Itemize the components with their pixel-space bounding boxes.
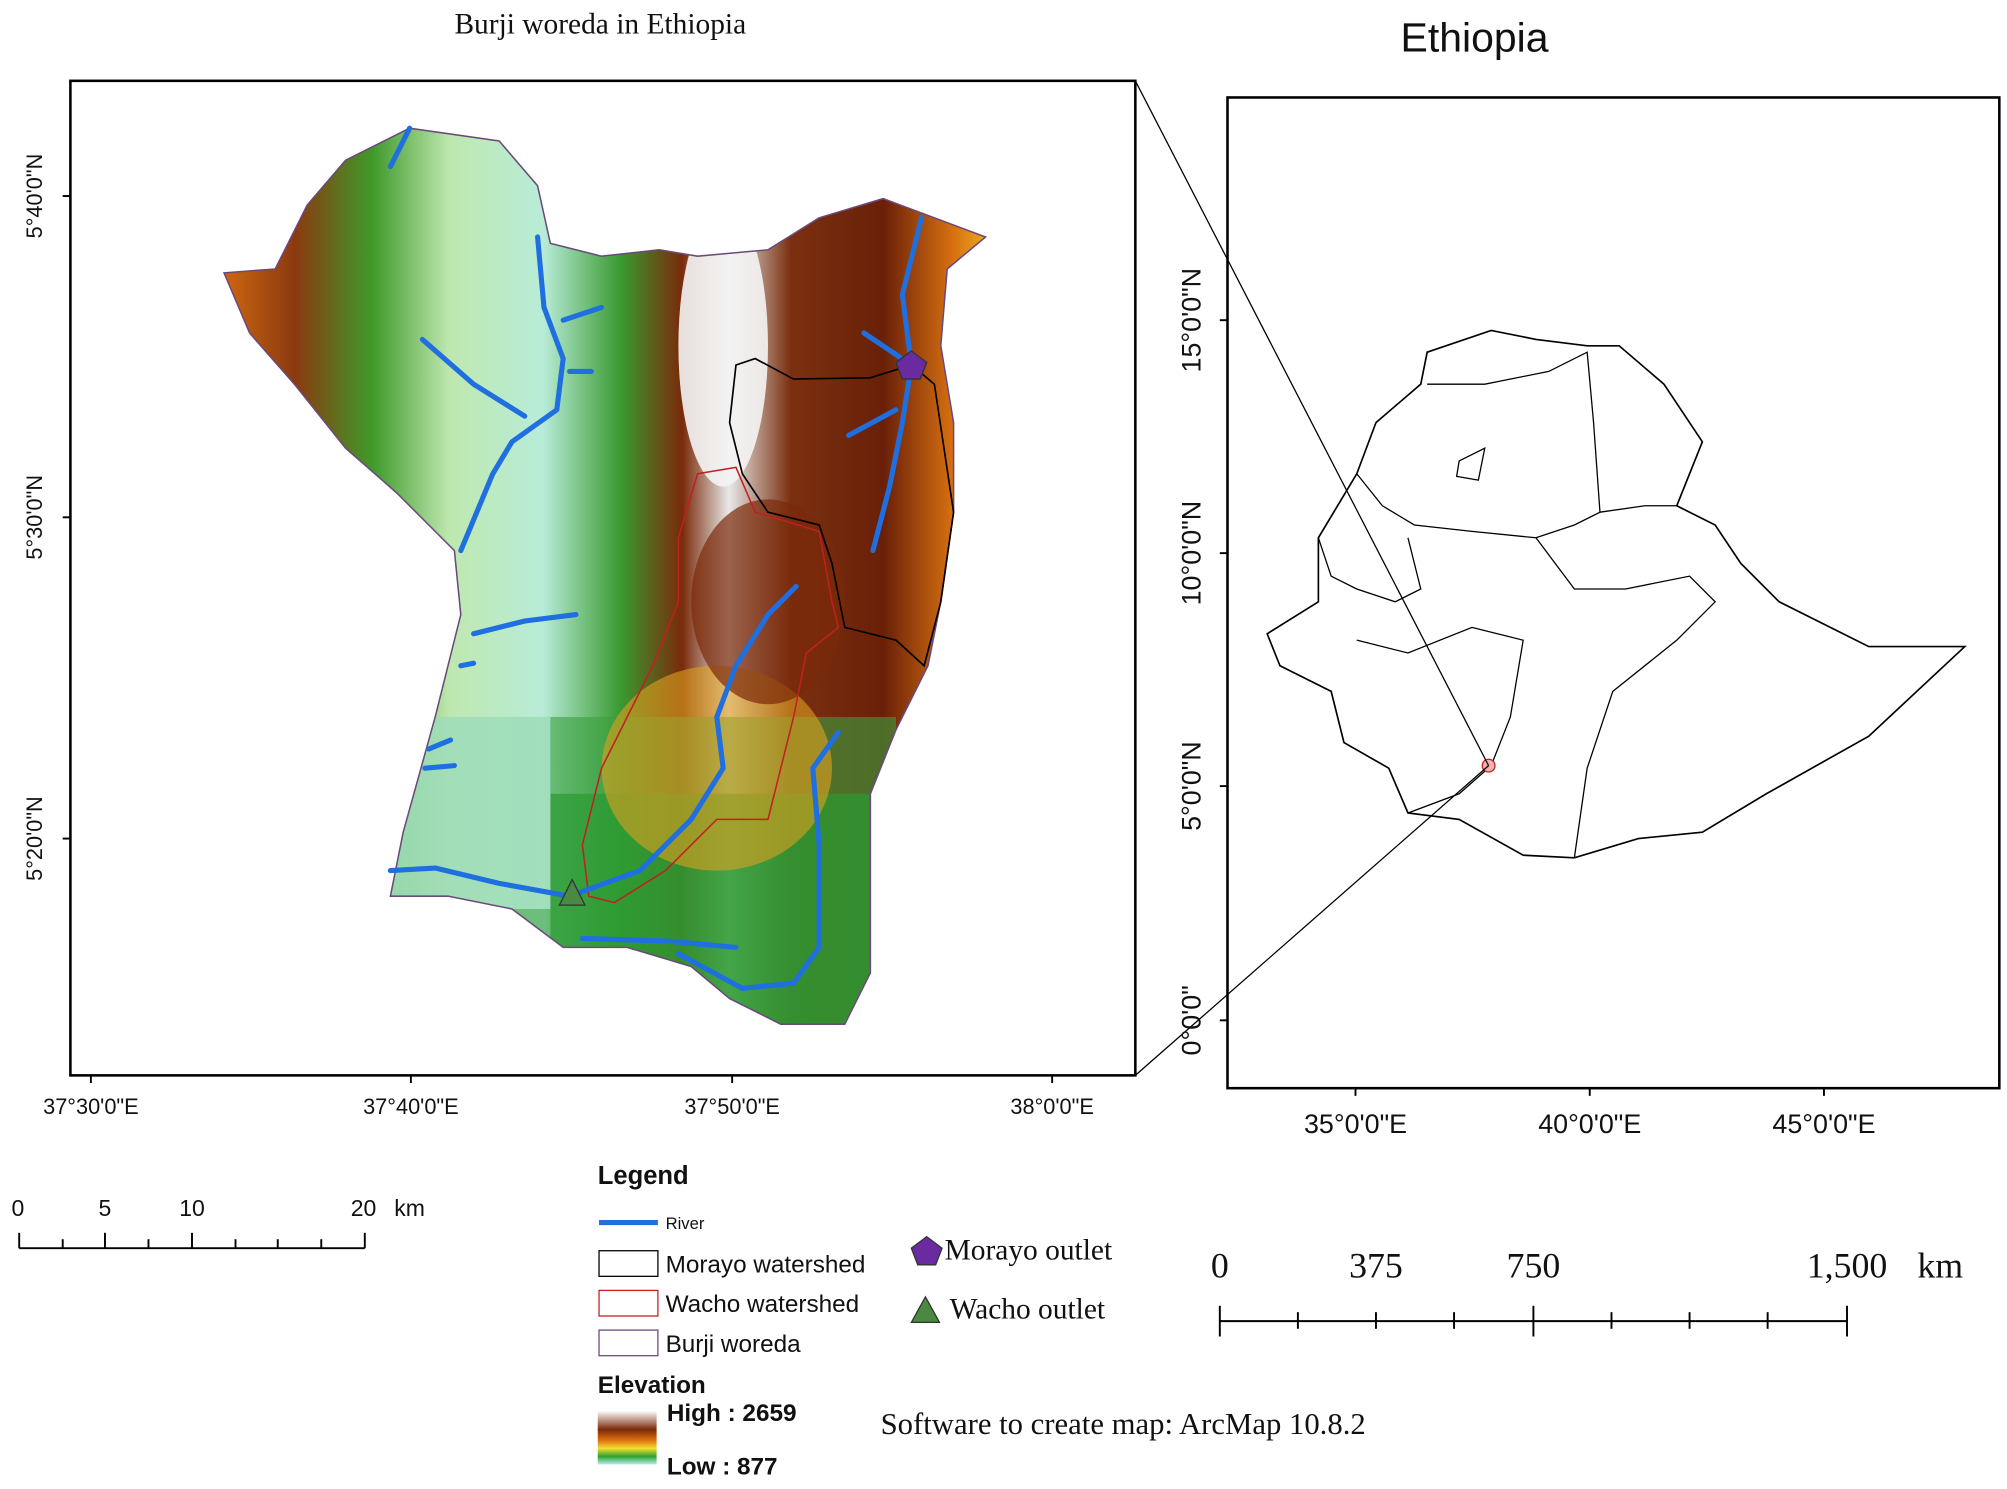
right-axes <box>1219 319 1825 1096</box>
lat-label: 0°0'0" <box>1177 985 1207 1055</box>
legend-swatch <box>598 1289 659 1317</box>
map-frame <box>1226 96 2001 1090</box>
lon-label: 45°0'0"E <box>1772 1109 1875 1139</box>
morayo-outlet <box>895 350 928 380</box>
legend-label: High : 2659 <box>667 1400 797 1427</box>
zoom-line <box>1134 80 1490 766</box>
scale-label: 1,500 <box>1807 1246 1888 1286</box>
lat-label: 5°40'0"N <box>22 154 47 239</box>
legend-label: Wacho watershed <box>666 1291 860 1318</box>
legend-label: Elevation <box>598 1372 706 1399</box>
wacho-outlet <box>558 878 586 906</box>
legend-swatch <box>598 1250 659 1277</box>
rivers <box>387 125 925 991</box>
legend-label: Wacho outlet <box>950 1294 1105 1326</box>
legend-title: Legend <box>598 1162 689 1190</box>
elevation-ramp <box>597 1410 657 1465</box>
legend-swatch <box>598 1329 659 1357</box>
scale-label: 0 <box>1211 1246 1229 1286</box>
scale-label: 0 <box>12 1195 25 1221</box>
lon-label: 37°50'0"E <box>684 1094 780 1119</box>
scale-label: 375 <box>1349 1246 1403 1286</box>
lat-label: 10°0'0"N <box>1177 501 1207 606</box>
legend-label: Morayo watershed <box>666 1251 866 1278</box>
legend-swatch <box>910 1235 943 1266</box>
scale-unit: km <box>1917 1246 1963 1286</box>
scale-unit: km <box>394 1195 425 1221</box>
zoom-line <box>1134 765 1490 1076</box>
lon-label: 38°0'0"E <box>1010 1094 1093 1119</box>
scale-label: 750 <box>1507 1246 1561 1286</box>
lat-label: 15°0'0"N <box>1177 268 1207 373</box>
wacho-watershed <box>581 466 840 904</box>
scale-label: 5 <box>99 1195 112 1221</box>
scale-bar <box>1218 1305 1848 1337</box>
lon-label: 40°0'0"E <box>1538 1109 1641 1139</box>
scale-label: 20 <box>351 1195 377 1221</box>
credit: Software to create map: ArcMap 10.8.2 <box>881 1407 1366 1441</box>
scale-bar <box>18 1232 366 1250</box>
legend-label: Burji woreda <box>666 1331 802 1358</box>
legend-label: River <box>666 1214 705 1233</box>
legend-swatch <box>910 1295 941 1324</box>
lat-label: 5°30'0"N <box>22 475 47 560</box>
regional-boundaries <box>1317 351 1717 858</box>
scale-label: 10 <box>179 1195 205 1221</box>
left-axes <box>62 195 1054 1084</box>
legend-label: Morayo outlet <box>945 1235 1113 1267</box>
lon-label: 35°0'0"E <box>1304 1109 1407 1139</box>
legend-label: Low : 877 <box>667 1454 778 1481</box>
lon-label: 37°30'0"E <box>43 1094 139 1119</box>
lon-label: 37°40'0"E <box>363 1094 459 1119</box>
ethiopia-outline <box>1266 329 1967 859</box>
map-frame <box>69 79 1137 1077</box>
map-title: Burji woreda in Ethiopia <box>454 8 746 40</box>
map-title: Ethiopia <box>1401 14 1549 60</box>
morayo-watershed <box>728 357 955 668</box>
lat-label: 5°20'0"N <box>22 796 47 881</box>
lat-label: 5°0'0"N <box>1177 741 1207 831</box>
